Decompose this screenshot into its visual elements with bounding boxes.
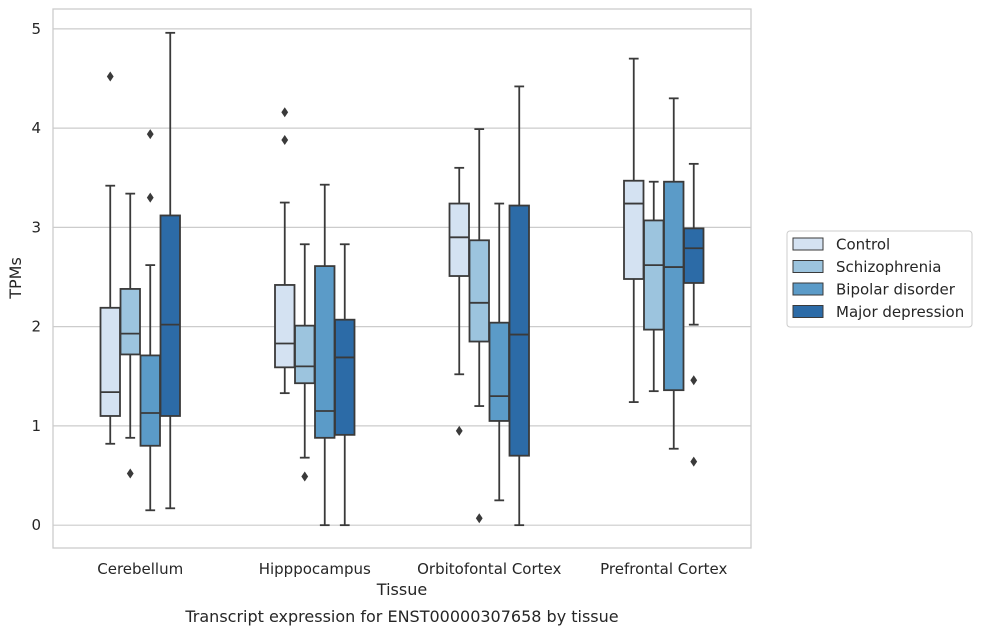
box-group (488, 202, 510, 502)
legend-swatch (792, 237, 824, 251)
outlier-point (281, 135, 289, 146)
x-tick-labels: Cerebellum Hipppocampus Orbitofontal Corte… (97, 560, 727, 578)
legend-swatch (792, 305, 824, 318)
outlier-point (690, 456, 698, 467)
y-tick-labels: 0 1 2 3 4 5 (31, 20, 41, 534)
box-group (663, 97, 685, 450)
y-axis-label: TPMs (6, 257, 25, 300)
y-tick-label-5: 5 (31, 20, 41, 38)
outlier-point (281, 107, 289, 118)
box-iqr (448, 202, 470, 277)
x-tick-label: Prefrontal Cortex (600, 560, 727, 578)
legend-label: Control (836, 236, 890, 254)
box-iqr (623, 179, 645, 280)
box-iqr (294, 324, 316, 385)
box-group (314, 183, 336, 527)
box-group (683, 162, 705, 467)
outlier-point (126, 468, 134, 479)
outlier-point (455, 425, 463, 436)
plot-frame (52, 8, 752, 549)
box-group (334, 243, 356, 527)
box-iqr (159, 214, 181, 417)
box-iqr (274, 284, 296, 369)
legend-label: Schizophrenia (836, 258, 941, 276)
box-iqr (119, 288, 141, 356)
legend-label: Bipolar disorder (836, 281, 956, 299)
box-iqr (99, 306, 121, 417)
box-group (468, 128, 490, 524)
box-iqr (468, 239, 490, 343)
legend: Control Schizophrenia Bipolar disorder Majo… (786, 230, 973, 328)
box-group (448, 166, 470, 436)
box-iqr (314, 265, 336, 439)
box-group (508, 85, 530, 527)
box-group (623, 57, 645, 403)
box-iqr (508, 204, 530, 457)
box-group (643, 180, 665, 393)
y-tick-label-4: 4 (31, 119, 41, 137)
box-iqr (683, 227, 705, 284)
x-tick-label: Cerebellum (97, 560, 183, 578)
box-group (119, 192, 141, 479)
legend-swatch (792, 282, 824, 296)
x-axis-label: Tissue (376, 580, 427, 599)
outlier-point (475, 513, 483, 524)
box-group (294, 243, 316, 482)
outlier-point (146, 129, 154, 140)
x-tick-label: Hipppocampus (259, 560, 371, 578)
legend-label: Major depression (836, 303, 964, 321)
box-group (99, 71, 121, 445)
chart-caption: Transcript expression for ENST0000030765… (184, 607, 618, 626)
outlier-point (301, 471, 309, 482)
box-group (274, 107, 296, 395)
y-tick-label-0: 0 (31, 516, 41, 534)
box-iqr (488, 321, 510, 422)
y-tick-label-1: 1 (31, 417, 41, 435)
y-tick-label-3: 3 (31, 218, 41, 236)
legend-swatch (792, 260, 824, 273)
box-series-layer (99, 31, 705, 527)
box-group (159, 31, 181, 510)
box-iqr (139, 354, 161, 447)
outlier-point (106, 71, 114, 82)
y-tick-label-2: 2 (31, 318, 41, 336)
box-iqr (643, 219, 665, 331)
box-iqr (663, 180, 685, 392)
outlier-point (690, 375, 698, 386)
x-tick-label: Orbitofontal Cortex (417, 560, 561, 578)
legend-frame (786, 230, 973, 328)
box-iqr (334, 318, 356, 436)
outlier-point (146, 192, 154, 203)
